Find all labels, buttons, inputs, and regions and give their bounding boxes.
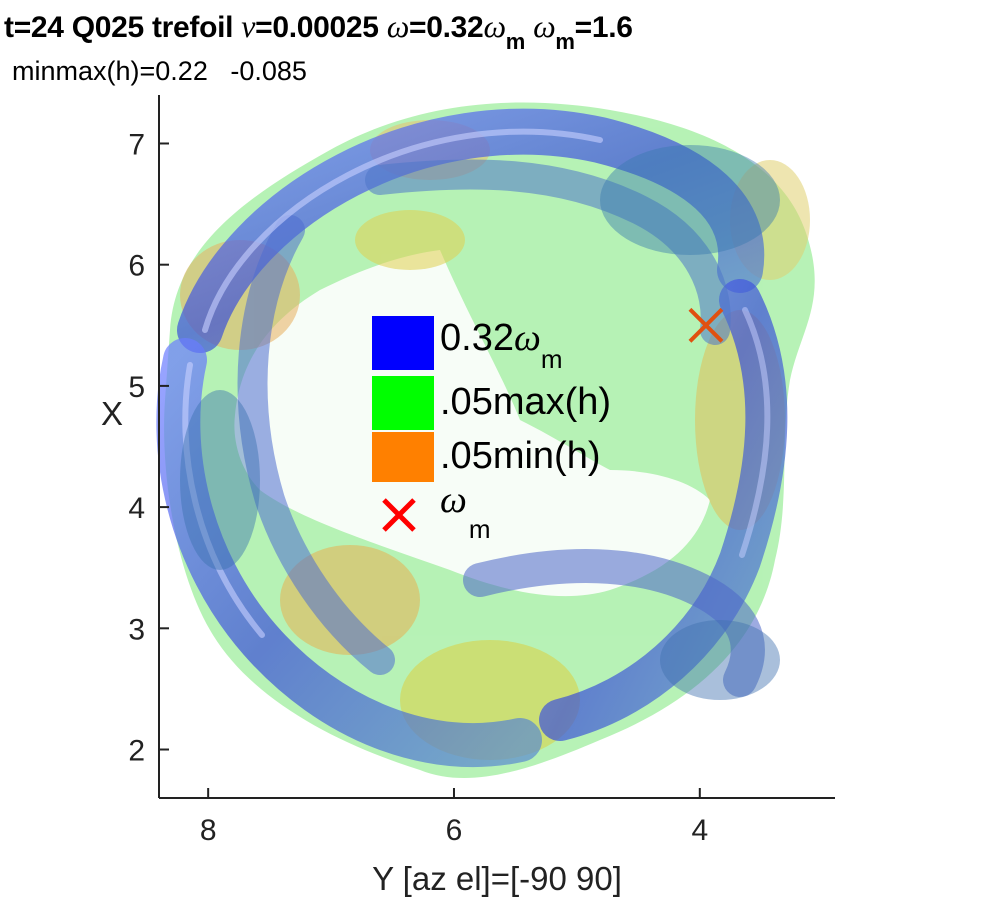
- legend-item-2-label: .05max(h): [440, 381, 611, 423]
- overlap-regions: [180, 145, 780, 700]
- x-tick-label: 6: [446, 814, 463, 847]
- x-tick-label: 8: [200, 814, 217, 847]
- y-tick-label: 4: [128, 492, 145, 525]
- legend-item-4-greek: ω: [440, 479, 467, 521]
- y-tick-label: 5: [128, 371, 145, 404]
- legend-item-1: 0.32ωm: [440, 317, 562, 374]
- blue-vortex-tubes: [156, 108, 788, 768]
- legend-item-1-greek: ω: [514, 317, 541, 359]
- title-omega-m-value: =1.6: [574, 11, 633, 44]
- omega-m-marker: [688, 307, 724, 343]
- y-tick-label: 2: [128, 735, 145, 768]
- omega-m-marker-stroke: [688, 307, 724, 343]
- legend-swatch-green: [372, 376, 434, 430]
- title-omega-value: =0.32: [409, 11, 484, 44]
- y-tick-label: 3: [128, 613, 145, 646]
- legend-swatch-blue: [372, 316, 434, 370]
- legend-item-4: ωm: [440, 479, 491, 544]
- axes: 7 6 5 4 3 2 8 6 4 Y [az el]=[-90 90] X: [101, 95, 835, 897]
- title-nu-value: =0.00025: [255, 11, 387, 44]
- legend-swatch-orange: [372, 432, 434, 482]
- title-omega-m-sub: m: [505, 29, 526, 54]
- x-ticks: 8 6 4: [200, 788, 708, 847]
- legend-item-1-label: 0.32: [440, 317, 514, 359]
- x-axis-label: Y [az el]=[-90 90]: [372, 860, 622, 897]
- legend-item-4-sub: m: [469, 514, 491, 544]
- page-title: t=24 Q025 trefoil ν=0.00025 ω=0.32ωm ωm=…: [4, 8, 633, 54]
- y-tick-label: 6: [128, 250, 145, 283]
- title-omega-m-symbol-2: ω: [533, 8, 556, 44]
- y-tick-label: 7: [128, 128, 145, 161]
- legend-x-marker-icon: [382, 498, 416, 532]
- title-omega-m-sub-2: m: [555, 29, 575, 54]
- title-omega-symbol: ω: [386, 8, 410, 44]
- title-nu-symbol: ν: [241, 8, 256, 44]
- y-axis-label: X: [101, 395, 123, 432]
- title-omega-m-symbol: ω: [483, 8, 506, 44]
- legend-item-3-label: .05min(h): [440, 435, 601, 477]
- subtitle-minmax: minmax(h)=0.22 -0.085: [12, 56, 307, 86]
- legend-item-1-sub: m: [541, 344, 563, 374]
- legend: 0.32ωm .05max(h) .05min(h) ωm: [372, 316, 611, 544]
- x-tick-label: 4: [691, 814, 708, 847]
- title-prefix: t=24 Q025 trefoil: [4, 11, 242, 44]
- y-ticks: 7 6 5 4 3 2: [128, 128, 169, 768]
